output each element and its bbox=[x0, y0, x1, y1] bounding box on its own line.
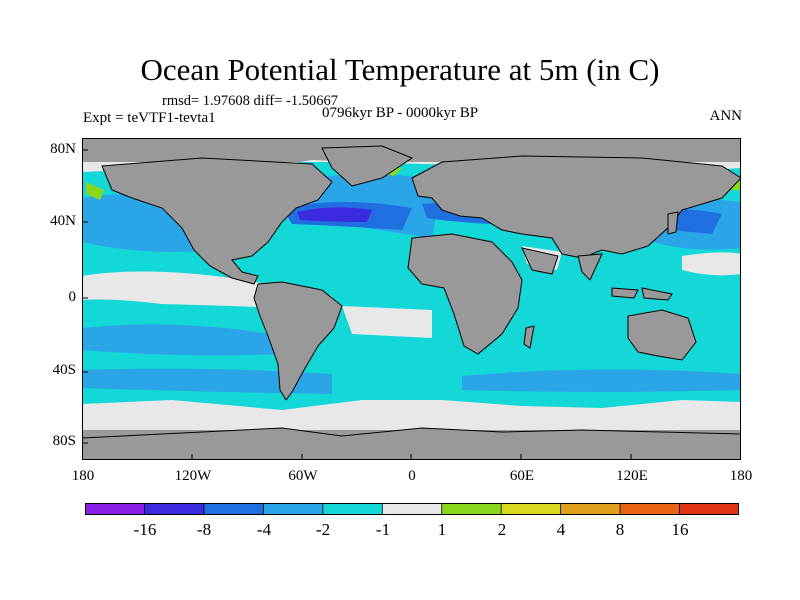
stats-text: rmsd= 1.97608 diff= -1.50667 bbox=[162, 93, 338, 109]
colorbar-label: -2 bbox=[315, 520, 331, 539]
colorbar-swatch bbox=[500, 503, 562, 515]
colorbar-label: 4 bbox=[556, 520, 566, 539]
colorbar-swatch bbox=[144, 503, 205, 515]
period-label: 0796kyr BP - 0000kyr BP bbox=[322, 105, 479, 121]
y-tick-label: 80N bbox=[50, 141, 76, 157]
colorbar-label: 8 bbox=[615, 520, 625, 539]
gulf-stream-anomaly bbox=[297, 207, 372, 222]
colorbar-swatch bbox=[262, 503, 324, 515]
y-tick-label: 80S bbox=[52, 433, 76, 449]
x-tick-label: 0 bbox=[408, 468, 416, 484]
y-tick-label: 0 bbox=[68, 289, 77, 305]
x-tick-label: 60E bbox=[509, 468, 535, 484]
x-tick-label: 180 bbox=[71, 468, 95, 484]
colorbar-label: -1 bbox=[375, 520, 391, 539]
land-masses bbox=[82, 145, 741, 460]
x-tick-label: 60W bbox=[288, 468, 318, 484]
colorbar-swatch bbox=[322, 503, 384, 515]
africa bbox=[407, 233, 523, 355]
x-tick-label: 180 bbox=[729, 468, 753, 484]
temperature-map bbox=[82, 138, 741, 460]
colorbar-label: -4 bbox=[256, 520, 272, 539]
colorbar-label: 16 bbox=[671, 520, 689, 539]
antarctica bbox=[82, 427, 741, 460]
colorbar-swatch bbox=[441, 503, 503, 515]
y-tick-label: 40N bbox=[50, 213, 76, 229]
eurasia bbox=[411, 155, 741, 259]
australia bbox=[627, 309, 697, 361]
colorbar-label: -8 bbox=[196, 520, 212, 539]
colorbar bbox=[85, 503, 739, 515]
y-tick-label: 40S bbox=[52, 362, 76, 378]
colorbar-swatch bbox=[85, 503, 146, 515]
experiment-label: Expt = teVTF1-tevta1 bbox=[83, 110, 216, 126]
colorbar-label: -16 bbox=[133, 520, 157, 539]
season-label: ANN bbox=[709, 108, 743, 124]
colorbar-swatch bbox=[381, 503, 443, 515]
x-tick-label: 120E bbox=[616, 468, 648, 484]
colorbar-label: 2 bbox=[497, 520, 507, 539]
plot-title: Ocean Potential Temperature at 5m (in C) bbox=[140, 52, 660, 87]
colorbar-swatch bbox=[679, 503, 739, 515]
north-america bbox=[101, 157, 333, 285]
greenland bbox=[321, 145, 414, 187]
colorbar-label: 1 bbox=[437, 520, 447, 539]
x-tick-label: 120W bbox=[174, 468, 212, 484]
colorbar-swatch bbox=[203, 503, 265, 515]
colorbar-swatch bbox=[560, 503, 621, 515]
south-america bbox=[253, 281, 343, 401]
colorbar-swatch bbox=[619, 503, 681, 515]
